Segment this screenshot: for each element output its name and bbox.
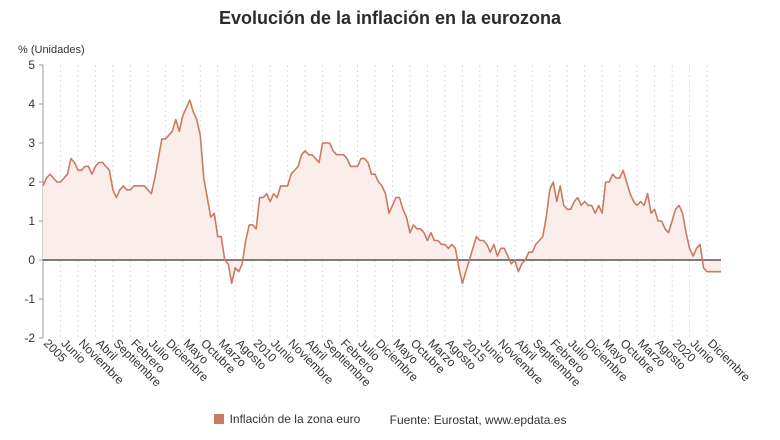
y-axis-unit-label: % (Unidades) [18,44,85,56]
chart-title: Evolución de la inflación en la eurozona [218,8,562,28]
y-tick-label: 3 [28,136,35,150]
legend-swatch [213,414,224,424]
chart-footer: Inflación de la zona euro Fuente: Eurost… [0,412,780,427]
y-tick-label: 0 [28,253,35,267]
legend: Inflación de la zona euro [213,412,361,426]
y-tick-label: 4 [28,97,35,111]
y-tick-label: 5 [28,58,35,72]
y-tick-label: -1 [24,292,35,306]
y-tick-label: 2 [28,175,35,189]
y-tick-label: -2 [24,331,35,345]
series-area-fill [43,100,721,284]
source-text: Fuente: Eurostat, www.epdata.es [389,413,567,427]
series-line [42,99,721,285]
y-tick-label: 1 [28,214,35,228]
legend-label: Inflación de la zona euro [229,412,361,426]
